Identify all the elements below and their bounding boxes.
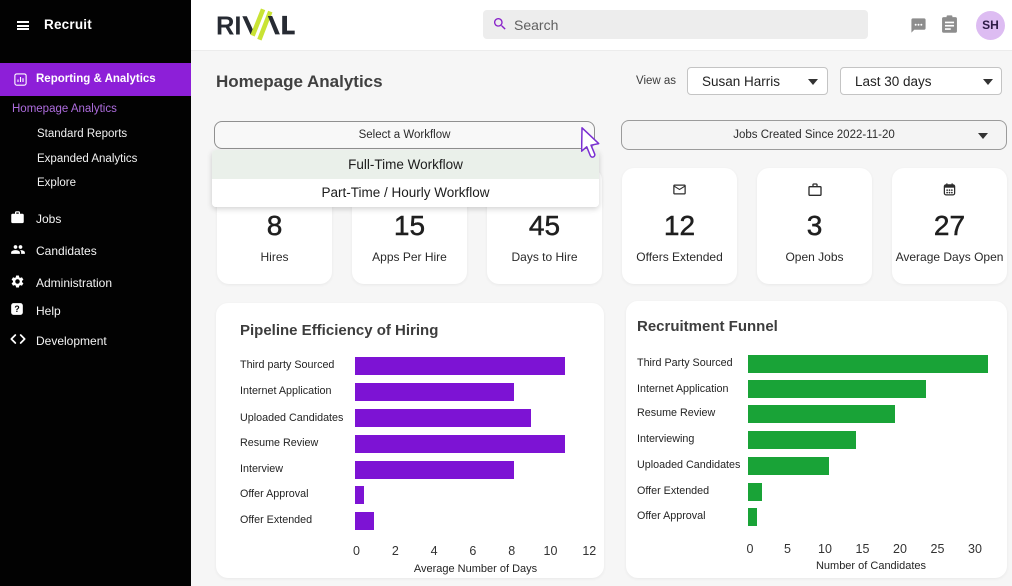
svg-text:RI: RI bbox=[216, 13, 242, 41]
svg-text:?: ? bbox=[14, 304, 19, 314]
